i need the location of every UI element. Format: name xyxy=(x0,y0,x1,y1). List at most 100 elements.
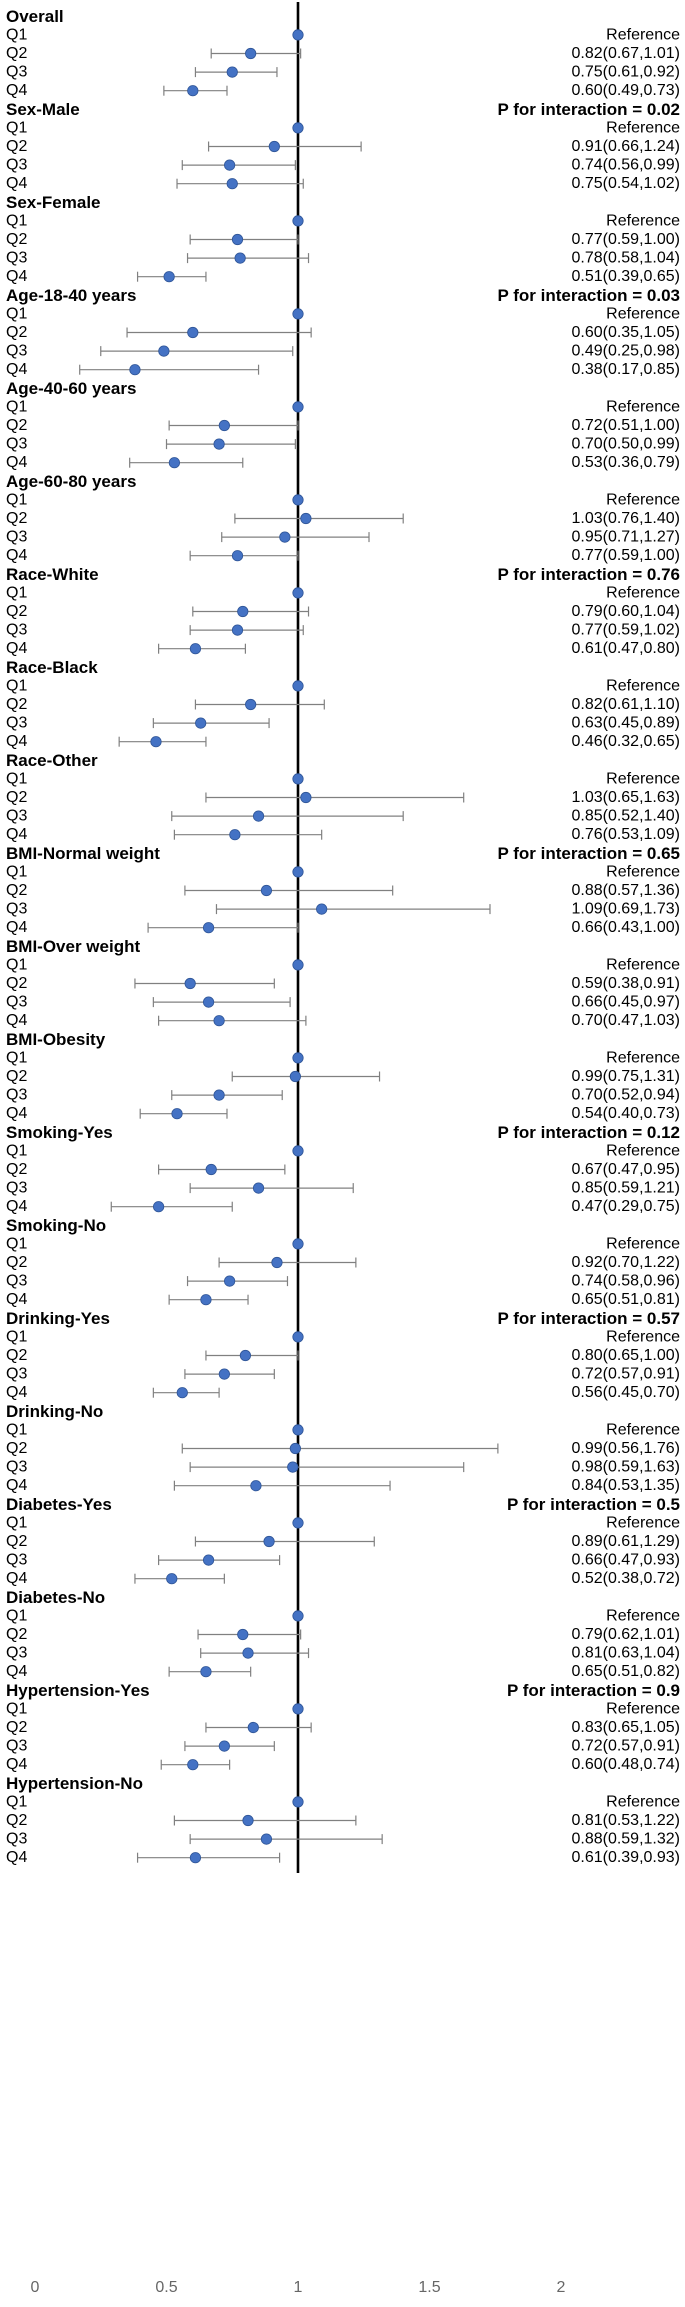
quartile-label: Q2 xyxy=(6,1719,27,1736)
estimate-point xyxy=(229,829,241,841)
estimate-point xyxy=(245,698,257,711)
group-label: Age-18-40 years xyxy=(6,286,136,305)
estimate-value-label: 0.51(0.39,0.65) xyxy=(571,268,680,285)
estimate-point xyxy=(187,85,199,97)
group-label: Race-Black xyxy=(6,658,98,677)
estimate-point xyxy=(187,1759,199,1771)
quartile-label: Q2 xyxy=(6,1440,27,1457)
quartile-label: Q4 xyxy=(6,733,27,750)
estimate-value-label: Reference xyxy=(606,1328,680,1345)
estimate-point xyxy=(289,1442,301,1455)
estimate-point xyxy=(263,1535,275,1548)
quartile-label: Q2 xyxy=(6,696,27,713)
estimate-point xyxy=(205,1163,217,1176)
quartile-label: Q3 xyxy=(6,1366,27,1383)
estimate-value-label: 0.77(0.59,1.00) xyxy=(571,547,680,564)
estimate-point xyxy=(242,1814,254,1827)
estimate-point xyxy=(213,1089,225,1101)
estimate-value-label: 0.46(0.32,0.65) xyxy=(571,733,680,750)
estimate-point xyxy=(292,1331,304,1343)
estimate-point xyxy=(218,1368,230,1380)
quartile-label: Q1 xyxy=(6,770,27,787)
estimate-value-label: 0.56(0.45,0.70) xyxy=(571,1384,680,1401)
estimate-point xyxy=(242,1647,254,1659)
estimate-point xyxy=(231,550,244,562)
quartile-label: Q1 xyxy=(6,1514,27,1531)
quartile-label: Q1 xyxy=(6,1793,27,1810)
estimate-value-label: 0.49(0.25,0.98) xyxy=(571,343,680,360)
estimate-point xyxy=(226,178,238,190)
estimate-point xyxy=(292,1145,304,1157)
estimate-value-label: 0.77(0.59,1.00) xyxy=(571,231,680,248)
estimate-point xyxy=(224,1275,236,1287)
estimate-point xyxy=(218,419,230,432)
estimate-value-label: 0.65(0.51,0.81) xyxy=(571,1291,680,1308)
group-label: Drinking-No xyxy=(6,1402,103,1421)
estimate-point xyxy=(250,1480,262,1492)
estimate-value-label: 0.65(0.51,0.82) xyxy=(571,1663,680,1680)
group-label: Smoking-No xyxy=(6,1216,106,1235)
estimate-value-label: Reference xyxy=(606,863,680,880)
estimate-value-label: 0.89(0.61,1.29) xyxy=(571,1533,680,1550)
group-label: Drinking-Yes xyxy=(6,1309,110,1328)
estimate-value-label: 0.54(0.40,0.73) xyxy=(571,1105,680,1122)
estimate-value-label: Reference xyxy=(606,584,680,601)
quartile-label: Q1 xyxy=(6,305,27,322)
quartile-label: Q1 xyxy=(6,863,27,880)
quartile-label: Q1 xyxy=(6,1235,27,1252)
estimate-value-label: 0.85(0.59,1.21) xyxy=(571,1180,680,1197)
estimate-value-label: 0.98(0.59,1.63) xyxy=(571,1459,680,1476)
quartile-label: Q4 xyxy=(6,361,27,378)
quartile-label: Q3 xyxy=(6,994,27,1011)
estimate-value-label: Reference xyxy=(606,1607,680,1624)
estimate-point xyxy=(200,1294,212,1306)
p-interaction-label: P for interaction = 0.03 xyxy=(497,286,680,305)
quartile-label: Q2 xyxy=(6,1812,27,1829)
estimate-point xyxy=(158,345,170,357)
quartile-label: Q1 xyxy=(6,491,27,508)
quartile-label: Q2 xyxy=(6,1626,27,1643)
estimate-point xyxy=(260,1833,273,1845)
forest-points xyxy=(79,29,499,1864)
estimate-value-label: 0.88(0.57,1.36) xyxy=(571,882,680,899)
estimate-value-label: 0.99(0.75,1.31) xyxy=(571,1068,680,1085)
estimate-value-label: 0.52(0.38,0.72) xyxy=(571,1570,680,1587)
estimate-value-label: Reference xyxy=(606,1793,680,1810)
group-label: BMI-Over weight xyxy=(6,937,140,956)
estimate-point xyxy=(189,1852,202,1864)
estimate-value-label: 0.78(0.58,1.04) xyxy=(571,250,680,267)
group-label: BMI-Normal weight xyxy=(6,844,160,863)
estimate-point xyxy=(150,736,162,748)
quartile-label: Q4 xyxy=(6,1291,27,1308)
estimate-value-label: Reference xyxy=(606,1421,680,1438)
estimate-point xyxy=(271,1256,283,1269)
estimate-value-label: 1.09(0.69,1.73) xyxy=(571,901,680,918)
quartile-label: Q3 xyxy=(6,1645,27,1662)
estimate-value-label: Reference xyxy=(606,119,680,136)
estimate-point xyxy=(292,587,304,599)
estimate-value-label: 1.03(0.76,1.40) xyxy=(571,510,680,527)
estimate-value-label: 0.75(0.61,0.92) xyxy=(571,64,680,81)
p-interaction-label: P for interaction = 0.65 xyxy=(497,844,680,863)
estimate-value-label: 0.88(0.59,1.32) xyxy=(571,1831,680,1848)
quartile-label: Q1 xyxy=(6,1049,27,1066)
quartile-label: Q2 xyxy=(6,510,27,527)
estimate-point xyxy=(292,401,304,413)
estimate-point xyxy=(187,326,199,339)
estimate-point xyxy=(153,1201,165,1213)
estimate-value-label: 0.85(0.52,1.40) xyxy=(571,808,680,825)
estimate-point xyxy=(292,680,304,692)
estimate-point xyxy=(245,47,257,60)
x-tick-label: 1 xyxy=(294,2279,303,2296)
quartile-label: Q3 xyxy=(6,715,27,732)
estimate-value-label: 0.79(0.62,1.01) xyxy=(571,1626,680,1643)
group-label: Age-60-80 years xyxy=(6,472,136,491)
estimate-value-label: 0.92(0.70,1.22) xyxy=(571,1254,680,1271)
estimate-point xyxy=(168,457,180,469)
estimate-value-label: 0.66(0.45,0.97) xyxy=(571,994,680,1011)
quartile-label: Q2 xyxy=(6,603,27,620)
estimate-point xyxy=(300,791,312,804)
estimate-point xyxy=(213,438,225,450)
p-interaction-label: P for interaction = 0.76 xyxy=(497,565,680,584)
p-interaction-label: P for interaction = 0.57 xyxy=(497,1309,680,1328)
